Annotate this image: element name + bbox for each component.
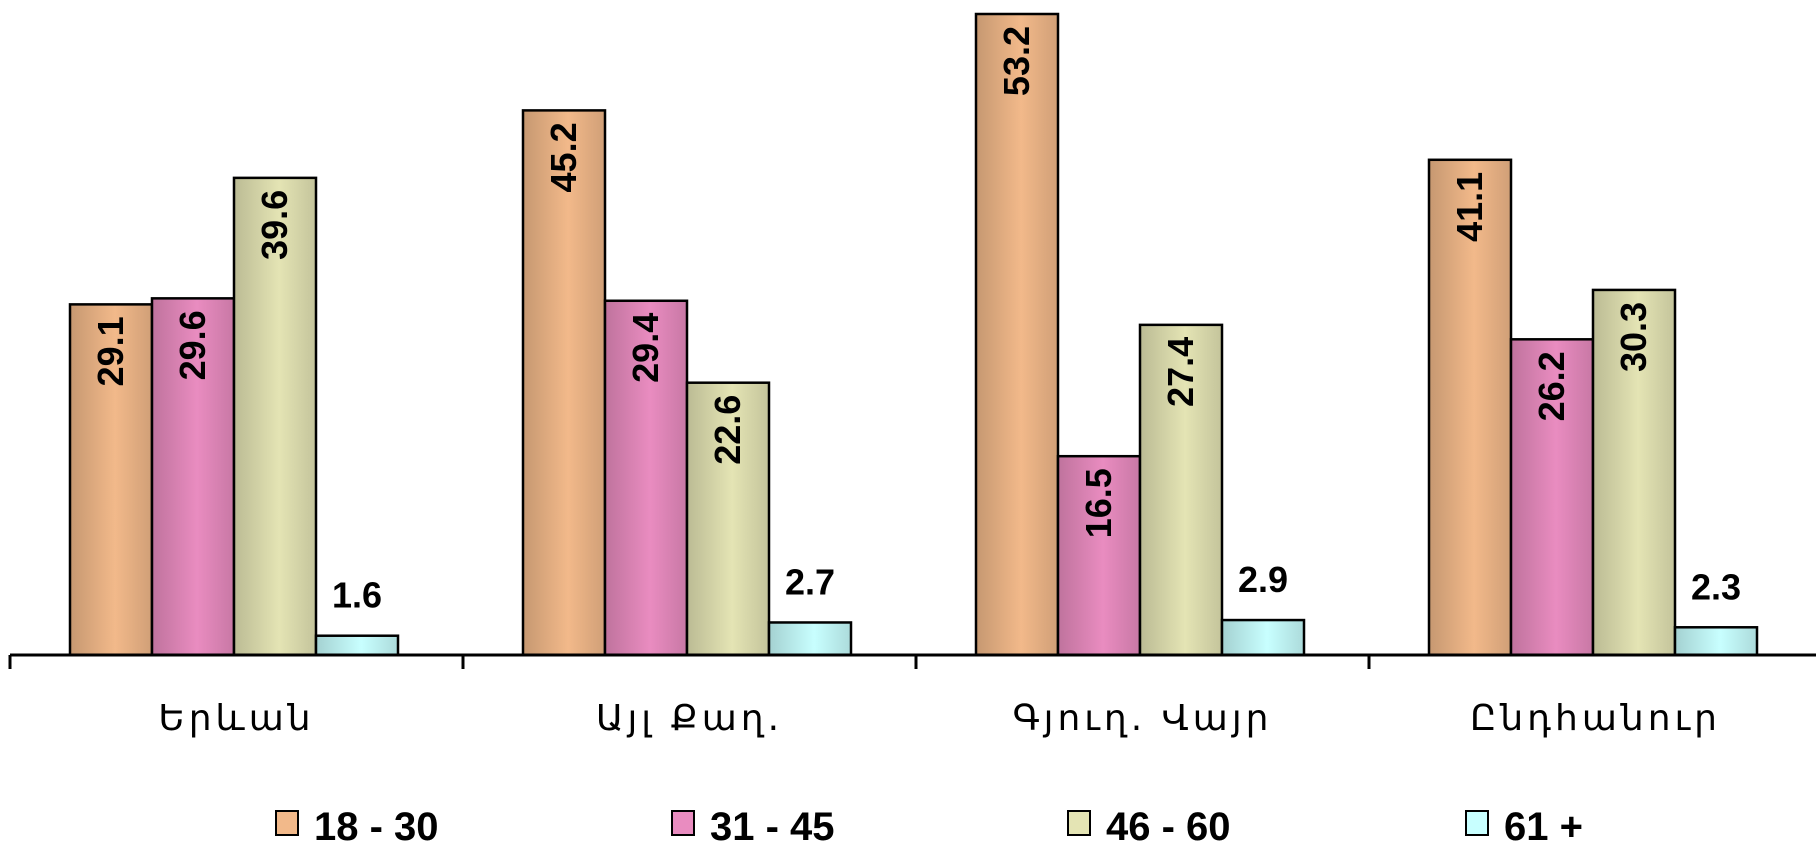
data-label-2-2: 29.4 <box>625 313 666 383</box>
data-label-2-4: 26.2 <box>1531 351 1572 421</box>
legend: 18 - 30 31 - 45 46 - 60 61 + <box>275 805 1583 845</box>
data-label-3-2: 22.6 <box>707 395 748 465</box>
category-label-4: Ընդհանուր <box>1470 698 1721 739</box>
data-label-1-2: 45.2 <box>543 122 584 192</box>
data-label-2-3: 16.5 <box>1078 468 1119 538</box>
category-label-2: Այլ Քաղ. <box>596 698 783 739</box>
data-label-1-1: 29.1 <box>90 316 131 386</box>
legend-swatch-4 <box>1465 810 1489 836</box>
data-label-3-1: 39.6 <box>254 190 295 260</box>
legend-label-3: 46 - 60 <box>1106 805 1231 845</box>
bar-4-4 <box>1673 626 1759 657</box>
bars-layer: 29.1 29.6 39.6 1.6 45.2 29.4 22.6 2.7 53.2 16.5 27… <box>68 12 1759 657</box>
data-label-1-4: 41.1 <box>1449 172 1490 242</box>
bar-4-3 <box>1220 618 1306 657</box>
bar-3-3 <box>1138 323 1224 657</box>
data-label-4-1: 1.6 <box>332 575 382 616</box>
bar-4-1 <box>314 634 400 657</box>
category-label-3: Գյուղ. Վայր <box>1013 698 1273 739</box>
legend-label-4: 61 + <box>1504 805 1583 845</box>
bar-3-2 <box>685 381 771 657</box>
data-label-1-3: 53.2 <box>996 26 1037 96</box>
bar-1-3 <box>974 12 1060 657</box>
bar-2-4 <box>1509 338 1595 657</box>
legend-swatch-2 <box>671 810 695 836</box>
bar-3-4 <box>1591 288 1677 657</box>
legend-label-2: 31 - 45 <box>710 805 835 845</box>
data-label-3-4: 30.3 <box>1613 302 1654 372</box>
data-label-4-3: 2.9 <box>1238 559 1288 600</box>
x-axis: Երևան Այլ Քաղ. Գյուղ. Վայր Ընդհանուր <box>8 653 1816 739</box>
data-label-2-1: 29.6 <box>172 310 213 380</box>
category-label-1: Երևան <box>158 698 314 739</box>
legend-label-1: 18 - 30 <box>314 805 439 845</box>
data-label-3-3: 27.4 <box>1160 337 1201 407</box>
bar-1-1 <box>68 303 154 657</box>
legend-swatch-1 <box>275 810 299 836</box>
bar-3-1 <box>232 176 318 657</box>
data-label-4-4: 2.3 <box>1691 566 1741 607</box>
bar-2-1 <box>150 297 236 657</box>
data-label-4-2: 2.7 <box>785 561 835 602</box>
bar-4-2 <box>767 621 853 657</box>
legend-swatch-3 <box>1067 810 1091 836</box>
